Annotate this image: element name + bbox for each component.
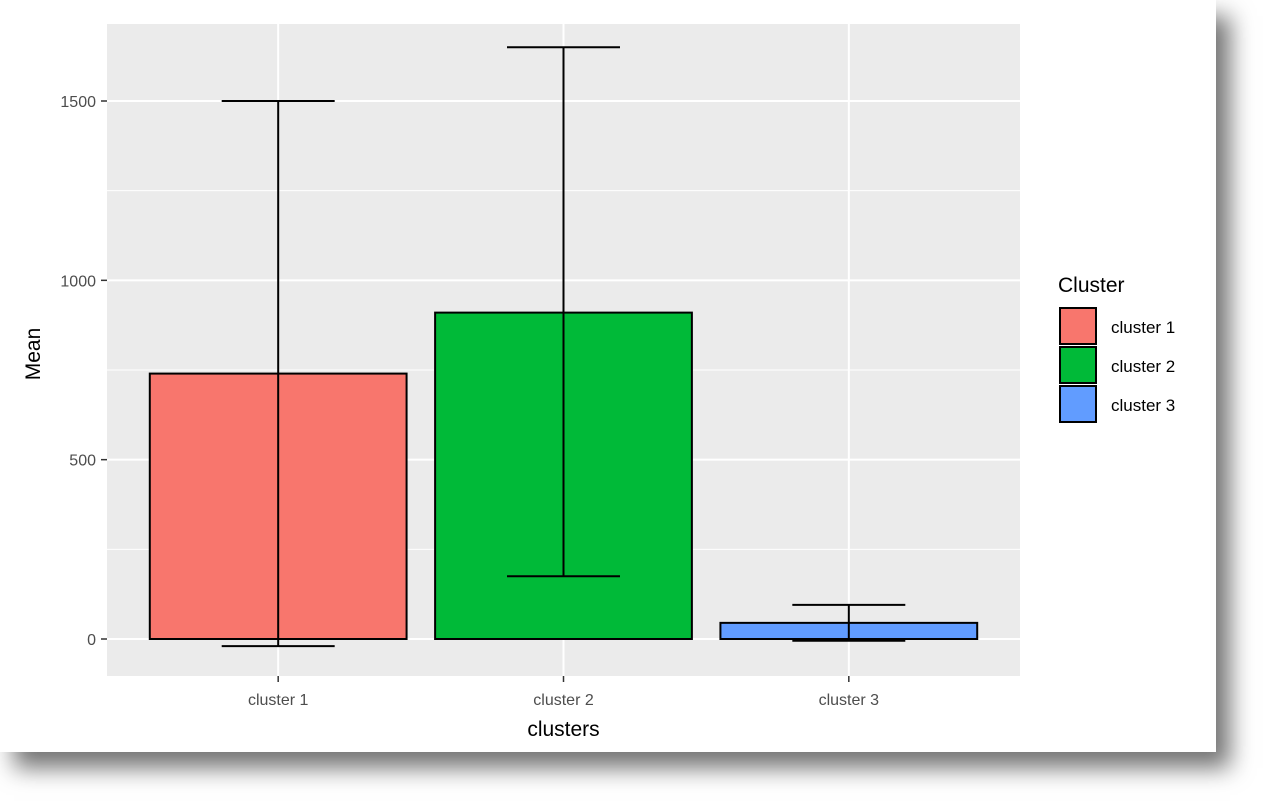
x-tick-label: cluster 1 xyxy=(248,692,309,709)
error-bars xyxy=(221,46,906,648)
legend: Cluster cluster 1 cluster 2 cluster 3 xyxy=(1058,274,1175,423)
error-bar-cluster-3 xyxy=(792,603,906,642)
legend-item-cluster-2: cluster 2 xyxy=(1059,346,1175,384)
chart-card: 0 500 1000 1500 cluster 1 cluster 2 cluster 3… xyxy=(22,24,1176,741)
error-bar-cluster-1 xyxy=(221,100,335,648)
x-axis-title: clusters xyxy=(527,718,599,741)
x-tick-label: cluster 2 xyxy=(533,692,594,709)
y-axis-ticks: 0 500 1000 1500 xyxy=(60,94,107,649)
y-tick-label: 500 xyxy=(69,453,96,470)
y-tick-label: 1000 xyxy=(60,273,96,290)
legend-title: Cluster xyxy=(1058,274,1125,297)
y-tick-label: 0 xyxy=(87,632,96,649)
x-axis-ticks: cluster 1 cluster 2 cluster 3 xyxy=(248,676,879,709)
legend-label: cluster 2 xyxy=(1111,357,1175,376)
legend-swatch xyxy=(1059,346,1097,384)
y-axis-title: Mean xyxy=(22,328,45,381)
x-tick-label: cluster 3 xyxy=(819,692,880,709)
legend-swatch xyxy=(1059,385,1097,423)
legend-item-cluster-3: cluster 3 xyxy=(1059,385,1175,423)
y-tick-label: 1500 xyxy=(60,94,96,111)
legend-label: cluster 1 xyxy=(1111,318,1175,337)
legend-label: cluster 3 xyxy=(1111,396,1175,415)
legend-item-cluster-1: cluster 1 xyxy=(1059,307,1175,345)
legend-swatch xyxy=(1059,307,1097,345)
error-bar-cluster-2 xyxy=(507,46,620,578)
bar-chart: 0 500 1000 1500 cluster 1 cluster 2 cluster 3… xyxy=(22,24,1175,741)
